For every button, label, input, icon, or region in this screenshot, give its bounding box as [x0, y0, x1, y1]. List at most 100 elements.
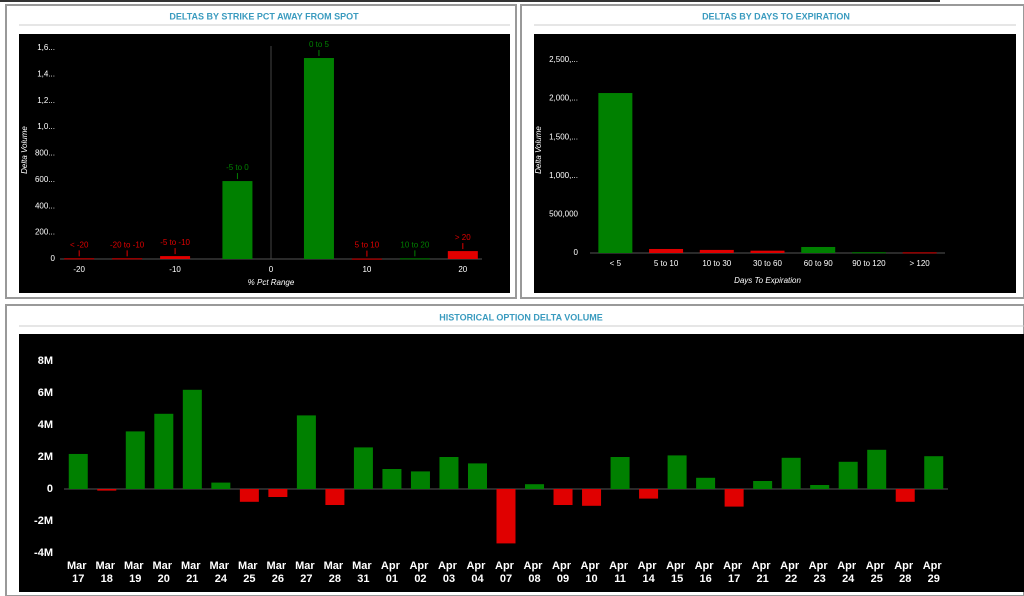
bar-label: > 20	[455, 233, 471, 242]
y-tick-label: 0	[51, 254, 56, 263]
panel-title: HISTORICAL OPTION DELTA VOLUME	[439, 312, 603, 322]
bar	[467, 463, 487, 489]
x-tick-label: Mar 25	[238, 560, 261, 585]
panel-title: DELTAS BY STRIKE PCT AWAY FROM SPOT	[169, 11, 359, 21]
y-tick-label: 400...	[35, 201, 55, 210]
x-tick-label: Apr 17	[723, 560, 745, 585]
bar	[154, 413, 174, 489]
x-axis-title: % Pct Range	[248, 278, 295, 287]
bar	[867, 449, 887, 489]
x-tick-label: 10	[362, 265, 371, 274]
x-tick-label: Apr 23	[809, 560, 831, 585]
bar	[699, 249, 734, 253]
x-tick-label: Apr 21	[752, 560, 774, 585]
x-tick-label: Apr 09	[552, 560, 574, 585]
bar	[895, 489, 915, 502]
plot-area	[19, 34, 510, 293]
y-tick-label: -2M	[34, 515, 53, 527]
y-tick-label: 1,0...	[37, 122, 55, 131]
bar	[325, 489, 345, 505]
x-tick-label: < 5	[610, 259, 622, 268]
bar	[496, 489, 516, 544]
bar-label: 10 to 20	[400, 240, 429, 249]
bar	[268, 489, 288, 497]
bar	[182, 389, 202, 489]
x-tick-label: 20	[458, 265, 467, 274]
bar-label: -5 to 0	[226, 163, 249, 172]
bar	[160, 256, 191, 259]
bar-label: < -20	[70, 240, 89, 249]
y-tick-label: 2,500,...	[549, 55, 578, 64]
x-tick-label: Apr 04	[466, 560, 488, 585]
y-tick-label: 1,2...	[37, 96, 55, 105]
y-tick-label: 4M	[38, 419, 53, 431]
x-tick-label: Mar 24	[210, 560, 233, 585]
x-tick-label: Apr 08	[524, 560, 546, 585]
bar	[598, 93, 633, 254]
bar	[649, 248, 684, 253]
y-tick-label: 6M	[38, 387, 53, 399]
x-tick-label: 5 to 10	[654, 259, 679, 268]
x-tick-label: 0	[269, 265, 274, 274]
bar	[447, 251, 478, 259]
x-tick-label: Mar 31	[352, 560, 375, 585]
bar	[724, 489, 744, 507]
x-tick-label: Apr 11	[609, 560, 631, 585]
bar	[810, 485, 830, 489]
x-tick-label: Mar 21	[181, 560, 204, 585]
x-tick-label: Mar 17	[67, 560, 90, 585]
y-tick-label: 500,000	[549, 210, 578, 219]
bar	[64, 258, 95, 260]
bar	[924, 456, 944, 489]
bar	[750, 250, 785, 253]
bar	[801, 246, 836, 253]
x-tick-label: Apr 01	[381, 560, 403, 585]
y-tick-label: 800...	[35, 149, 55, 158]
x-tick-label: Apr 15	[666, 560, 688, 585]
bar	[211, 482, 231, 489]
y-tick-label: 1,4...	[37, 69, 55, 78]
bar	[112, 258, 143, 260]
x-tick-label: Apr 14	[638, 560, 660, 585]
x-tick-label: Mar 27	[295, 560, 318, 585]
bar	[439, 457, 459, 489]
bar	[353, 447, 373, 489]
bar	[97, 489, 117, 491]
bar	[582, 489, 602, 506]
bar	[753, 481, 773, 489]
bar	[781, 457, 801, 489]
x-tick-label: -20	[73, 265, 85, 274]
x-tick-label: Apr 16	[695, 560, 717, 585]
y-axis-title: Delta Volume	[534, 126, 543, 174]
bar	[68, 453, 88, 489]
bar	[399, 258, 430, 260]
x-tick-label: Mar 20	[152, 560, 175, 585]
bar	[525, 484, 545, 489]
bar-label: -5 to -10	[160, 238, 190, 247]
x-tick-label: Apr 25	[866, 560, 888, 585]
bar-label: -20 to -10	[110, 240, 145, 249]
x-tick-label: -10	[169, 265, 181, 274]
bar	[610, 457, 630, 489]
bar	[410, 471, 430, 489]
x-tick-label: Apr 10	[581, 560, 603, 585]
bar	[382, 469, 402, 489]
y-tick-label: 200...	[35, 228, 55, 237]
x-tick-label: 10 to 30	[702, 259, 731, 268]
bar	[239, 489, 259, 502]
bar	[667, 455, 687, 489]
bar	[696, 477, 716, 489]
y-tick-label: 2,000,...	[549, 94, 578, 103]
x-tick-label: 90 to 120	[852, 259, 886, 268]
y-tick-label: -4M	[34, 547, 53, 559]
bar-label: 0 to 5	[309, 40, 330, 49]
x-tick-label: Mar 18	[95, 560, 118, 585]
y-tick-label: 0	[47, 483, 53, 495]
bar	[351, 258, 382, 260]
x-tick-label: Mar 19	[124, 560, 147, 585]
top-shadow	[0, 0, 940, 2]
x-tick-label: Apr 22	[780, 560, 802, 585]
y-tick-label: 8M	[38, 355, 53, 367]
